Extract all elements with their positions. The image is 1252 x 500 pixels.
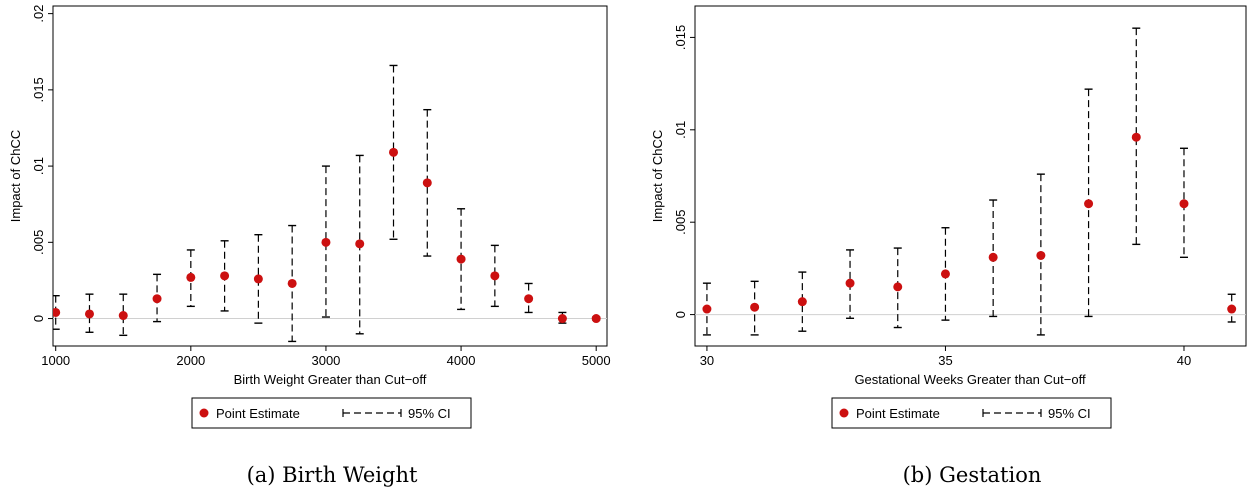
x-tick-label: 2000 bbox=[176, 353, 205, 368]
point-estimate bbox=[524, 294, 534, 304]
legend-point-marker bbox=[199, 408, 209, 418]
y-axis-label: Impact of ChCC bbox=[8, 130, 23, 222]
x-tick-label: 1000 bbox=[41, 353, 70, 368]
y-axis: 0 .005 .01 .015 .02 bbox=[31, 5, 53, 322]
point-estimate bbox=[845, 278, 855, 288]
y-axis: 0 .005 .01 .015 bbox=[673, 25, 695, 318]
y-tick-label: .01 bbox=[31, 157, 46, 175]
point-estimate bbox=[591, 314, 601, 324]
y-tick-label: .005 bbox=[673, 210, 688, 235]
plot-frame bbox=[694, 5, 1247, 347]
point-estimate bbox=[321, 237, 331, 247]
x-tick-label: 3000 bbox=[311, 353, 340, 368]
point-estimate bbox=[1036, 250, 1046, 260]
point-estimate bbox=[287, 278, 297, 288]
point-estimate bbox=[490, 271, 500, 281]
point-estimate bbox=[702, 304, 712, 314]
point-estimate bbox=[389, 147, 399, 157]
chart-panel-birth-weight: 0 .005 .01 .015 .02 1000 2000 3000 4000 5000 Imp… bbox=[8, 5, 611, 487]
point-estimate bbox=[355, 239, 365, 249]
legend-label-95-ci: 95% CI bbox=[408, 406, 451, 421]
legend-ci-marker bbox=[342, 409, 402, 417]
point-estimate bbox=[253, 274, 263, 284]
legend: Point Estimate 95% CI bbox=[191, 397, 472, 429]
x-tick-label: 35 bbox=[938, 353, 952, 368]
point-estimate bbox=[220, 271, 230, 281]
ci-bar bbox=[423, 108, 432, 257]
point-estimate bbox=[84, 309, 94, 319]
x-tick-label: 5000 bbox=[582, 353, 611, 368]
point-estimate bbox=[53, 307, 61, 317]
plot-frame bbox=[52, 5, 608, 347]
ci-bar bbox=[85, 293, 94, 333]
point-estimate bbox=[797, 297, 807, 307]
y-tick-label: .01 bbox=[673, 121, 688, 139]
legend-label-point-estimate: Point Estimate bbox=[216, 406, 300, 421]
point-estimate bbox=[422, 178, 432, 188]
ci-bar bbox=[389, 64, 398, 240]
x-tick-label: 4000 bbox=[447, 353, 476, 368]
legend-ci-marker bbox=[982, 409, 1042, 417]
point-estimate bbox=[1131, 132, 1141, 142]
caption-birth-weight: (a) Birth Weight bbox=[247, 463, 418, 487]
point-estimate bbox=[1084, 199, 1094, 209]
point-estimate bbox=[988, 252, 998, 262]
y-tick-label: .02 bbox=[31, 5, 46, 23]
caption-gestation: (b) Gestation bbox=[903, 463, 1042, 487]
y-tick-label: .015 bbox=[31, 77, 46, 102]
point-estimate bbox=[940, 269, 950, 279]
y-tick-label: 0 bbox=[673, 311, 688, 318]
ci-bar bbox=[1179, 147, 1188, 259]
x-axis: 1000 2000 3000 4000 5000 bbox=[41, 346, 611, 368]
y-tick-label: 0 bbox=[31, 315, 46, 322]
ci-bar bbox=[119, 293, 128, 337]
point-estimate bbox=[893, 282, 903, 292]
x-tick-label: 30 bbox=[700, 353, 714, 368]
legend: Point Estimate 95% CI bbox=[831, 397, 1112, 429]
legend-label-95-ci: 95% CI bbox=[1048, 406, 1091, 421]
data-marks bbox=[702, 27, 1237, 336]
x-axis-label: Birth Weight Greater than Cut−off bbox=[234, 372, 427, 387]
ci-bar bbox=[321, 165, 330, 318]
ci-bar bbox=[1132, 27, 1141, 246]
point-estimate bbox=[118, 311, 128, 321]
point-estimate bbox=[1179, 199, 1189, 209]
legend-point-marker bbox=[839, 408, 849, 418]
legend-label-point-estimate: Point Estimate bbox=[856, 406, 940, 421]
ci-bar bbox=[798, 271, 807, 332]
y-tick-label: .005 bbox=[31, 230, 46, 255]
point-estimate bbox=[557, 314, 567, 324]
legend-box bbox=[191, 397, 472, 429]
point-estimate bbox=[186, 272, 196, 282]
ci-bar bbox=[490, 244, 499, 308]
x-axis-label: Gestational Weeks Greater than Cut−off bbox=[854, 372, 1086, 387]
legend-box bbox=[831, 397, 1112, 429]
point-estimate bbox=[456, 254, 466, 264]
point-estimate bbox=[152, 294, 162, 304]
y-axis-label: Impact of ChCC bbox=[650, 130, 665, 222]
y-tick-label: .015 bbox=[673, 25, 688, 50]
data-marks bbox=[53, 64, 601, 343]
x-tick-label: 40 bbox=[1177, 353, 1191, 368]
point-estimate bbox=[1227, 304, 1237, 314]
point-estimate bbox=[750, 302, 760, 312]
chart-panel-gestation: 0 .005 .01 .015 30 35 40 Impact of ChCC Gesta… bbox=[650, 5, 1247, 487]
x-axis: 30 35 40 bbox=[700, 346, 1191, 368]
